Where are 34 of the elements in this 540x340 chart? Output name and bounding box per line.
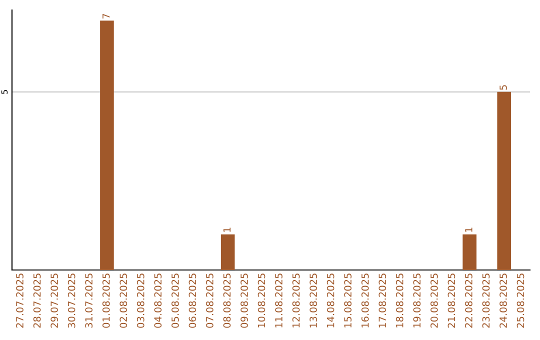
data-label: 1 <box>223 228 231 232</box>
x-tick-label: 02.08.2025 <box>120 274 128 328</box>
x-tick-label: 10.08.2025 <box>258 274 266 328</box>
x-tick-label: 20.08.2025 <box>430 274 438 328</box>
x-tick-label: 06.08.2025 <box>188 274 196 328</box>
x-tick-label: 29.07.2025 <box>50 274 58 328</box>
x-tick-label: 16.08.2025 <box>361 274 369 328</box>
x-tick-label: 12.08.2025 <box>292 274 300 328</box>
x-tick-label: 05.08.2025 <box>172 274 179 328</box>
x-tick-label: 01.08.2025 <box>102 274 110 328</box>
x-tick-label: 23.08.2025 <box>482 274 490 328</box>
data-label: 1 <box>465 228 472 232</box>
x-tick-label: 07.08.2025 <box>206 274 214 328</box>
x-tick-label: 15.08.2025 <box>344 274 352 328</box>
x-tick-label: 08.08.2025 <box>223 274 231 328</box>
x-tick-label: 31.07.2025 <box>85 274 93 328</box>
x-tick-label: 04.08.2025 <box>154 274 162 328</box>
x-tick-label: 19.08.2025 <box>413 274 421 328</box>
x-tick-label: 18.08.2025 <box>396 274 404 328</box>
x-tick-label: 22.08.2025 <box>465 274 472 328</box>
x-tick-label: 09.08.2025 <box>240 274 248 328</box>
x-tick-label: 21.08.2025 <box>448 274 456 328</box>
data-label: 7 <box>102 14 110 18</box>
x-tick-label: 03.08.2025 <box>136 274 144 328</box>
x-tick-label: 27.07.2025 <box>16 274 24 328</box>
x-tick-label: 11.08.2025 <box>275 274 282 328</box>
data-label: 5 <box>500 85 507 90</box>
x-tick-label: 30.07.2025 <box>68 274 76 328</box>
x-tick-label: 17.08.2025 <box>378 274 386 328</box>
x-tick-label: 14.08.2025 <box>326 274 334 328</box>
x-tick-label: 24.08.2025 <box>500 274 507 328</box>
x-tick-label: 25.08.2025 <box>516 274 524 328</box>
x-tick-label: 13.08.2025 <box>310 274 317 328</box>
x-tick-label: 28.07.2025 <box>33 274 41 328</box>
